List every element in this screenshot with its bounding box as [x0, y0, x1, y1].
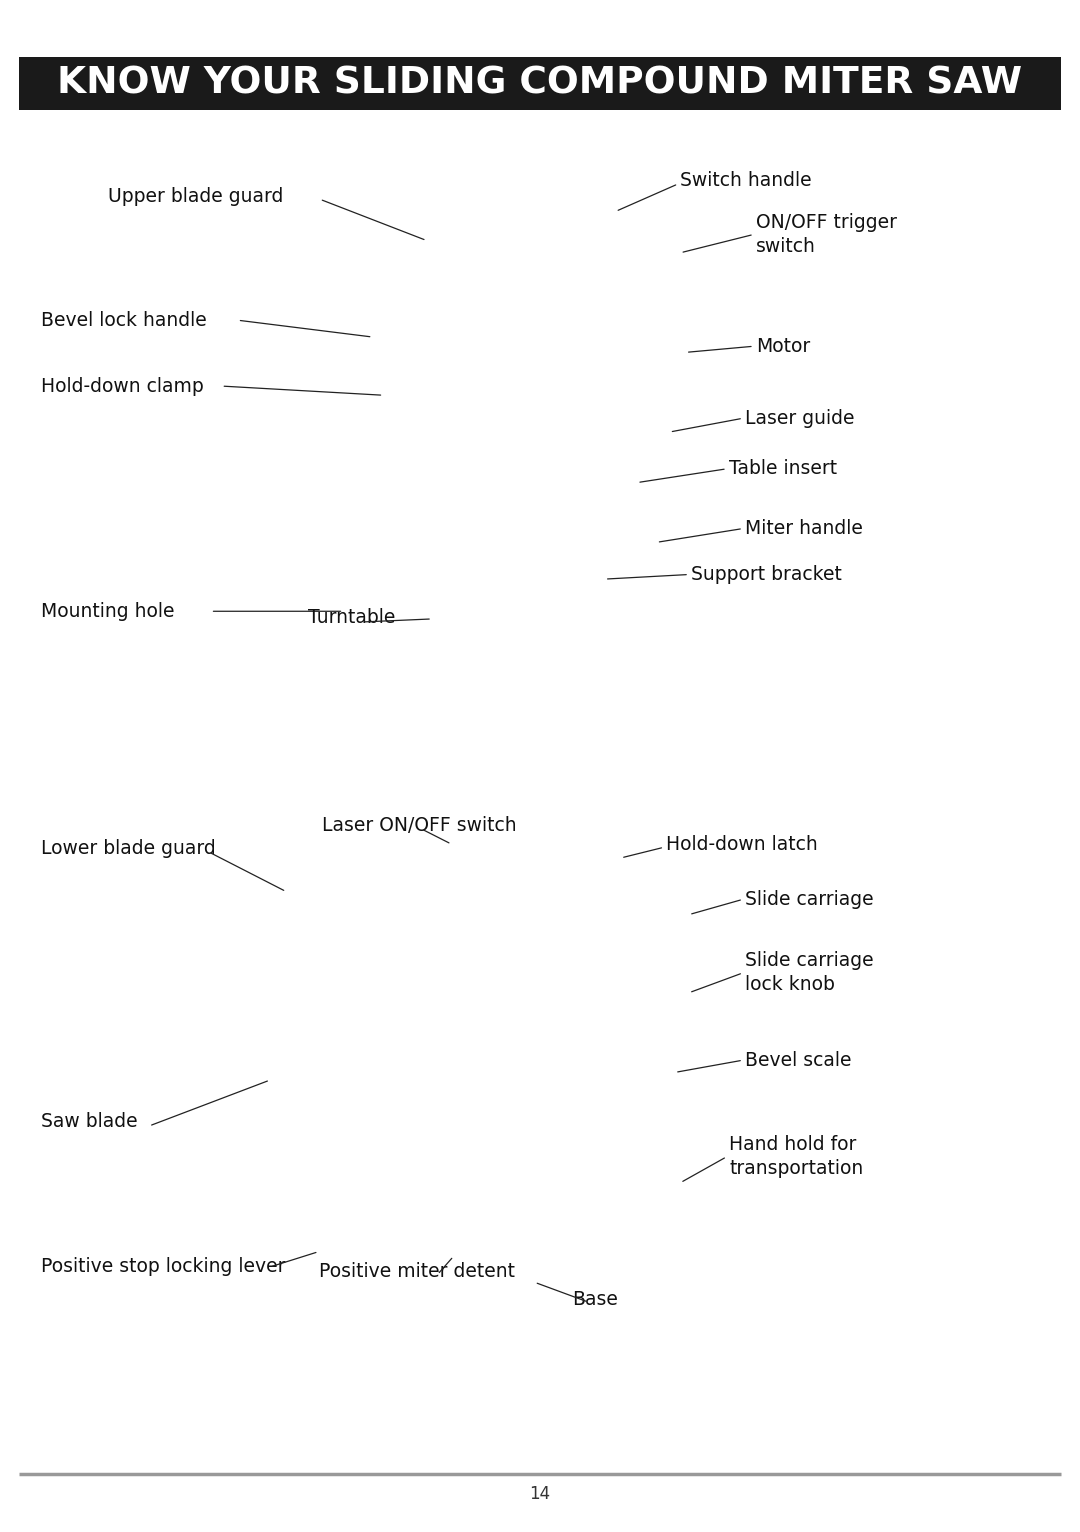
Text: Base: Base: [572, 1290, 618, 1308]
Text: Positive miter detent: Positive miter detent: [319, 1262, 514, 1281]
Bar: [19, 57, 1061, 110]
Text: Slide carriage
lock knob: Slide carriage lock knob: [745, 951, 874, 994]
Text: 14: 14: [529, 1485, 551, 1503]
Text: Slide carriage: Slide carriage: [745, 890, 874, 908]
Text: Laser ON/OFF switch: Laser ON/OFF switch: [322, 817, 516, 835]
Text: Table insert: Table insert: [729, 460, 837, 478]
Text: Miter handle: Miter handle: [745, 519, 863, 538]
Text: Laser guide: Laser guide: [745, 409, 854, 427]
Text: Hand hold for
transportation: Hand hold for transportation: [729, 1135, 863, 1178]
Text: ON/OFF trigger
switch: ON/OFF trigger switch: [756, 213, 897, 256]
Text: Hold-down latch: Hold-down latch: [666, 835, 819, 853]
Text: Lower blade guard: Lower blade guard: [41, 840, 216, 858]
Text: Hold-down clamp: Hold-down clamp: [41, 377, 204, 395]
Text: KNOW YOUR SLIDING COMPOUND MITER SAW: KNOW YOUR SLIDING COMPOUND MITER SAW: [57, 66, 1023, 101]
Text: Support bracket: Support bracket: [691, 565, 842, 584]
Text: Saw blade: Saw blade: [41, 1112, 137, 1131]
Text: Bevel lock handle: Bevel lock handle: [41, 311, 206, 329]
Text: Upper blade guard: Upper blade guard: [108, 187, 283, 205]
Text: Mounting hole: Mounting hole: [41, 602, 175, 620]
Text: Motor: Motor: [756, 337, 810, 355]
Text: Turntable: Turntable: [308, 608, 395, 627]
Text: Bevel scale: Bevel scale: [745, 1051, 852, 1069]
Text: Switch handle: Switch handle: [680, 172, 812, 190]
Text: Positive stop locking lever: Positive stop locking lever: [41, 1258, 285, 1276]
